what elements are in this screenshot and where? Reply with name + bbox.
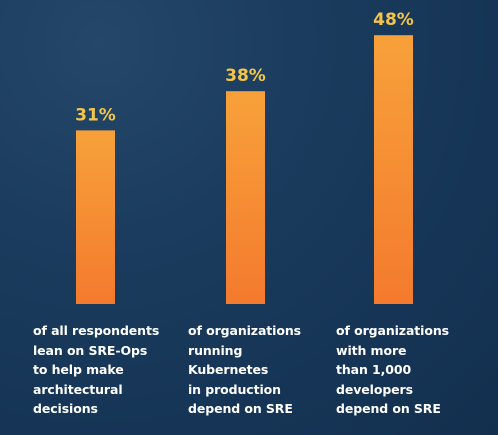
caption-1-line-2: lean on SRE-Ops bbox=[33, 342, 148, 358]
caption-3: of organizations with more than 1,000 de… bbox=[336, 321, 449, 419]
caption-2-line-5: depend on SRE bbox=[188, 401, 293, 416]
value-label-3: 48% bbox=[373, 10, 414, 30]
bar-3 bbox=[374, 35, 413, 304]
caption-1-line-4: architectural bbox=[33, 381, 123, 397]
value-label-2: 38% bbox=[225, 66, 266, 86]
bar-2 bbox=[226, 91, 265, 304]
bar-1 bbox=[76, 130, 115, 304]
caption-1: of all respondents lean on SRE-Ops to he… bbox=[33, 321, 159, 419]
caption-2-line-4: in production bbox=[188, 381, 281, 397]
caption-1-line-3: to help make bbox=[33, 362, 124, 377]
caption-2-line-1: of organizations bbox=[188, 323, 301, 338]
caption-1-line-5: decisions bbox=[33, 401, 98, 416]
value-label-1: 31% bbox=[75, 105, 116, 125]
caption-1-line-1: of all respondents bbox=[33, 323, 160, 338]
caption-2: of organizations running Kubernetes in p… bbox=[188, 321, 301, 419]
caption-3-line-5: depend on SRE bbox=[336, 401, 441, 416]
caption-3-line-3: than 1,000 bbox=[336, 362, 412, 377]
caption-3-line-4: developers bbox=[336, 381, 413, 397]
bars-group: 31% 38% 48% bbox=[75, 10, 414, 304]
caption-3-line-1: of organizations bbox=[336, 323, 449, 338]
caption-3-line-2: with more bbox=[336, 342, 407, 358]
caption-2-line-2: running bbox=[188, 342, 243, 358]
caption-2-line-3: Kubernetes bbox=[188, 362, 269, 377]
